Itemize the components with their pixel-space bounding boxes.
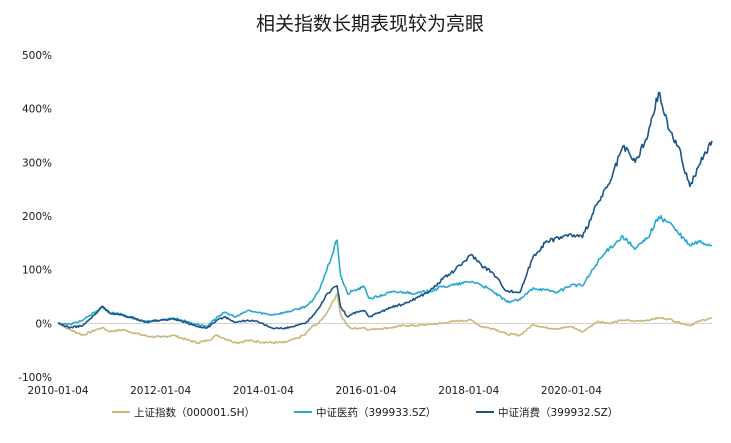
x-tick-label: 2020-01-04 [541, 385, 602, 397]
legend: 上证指数（000001.SH） 中证医药（399933.SZ） 中证消费（39993… [112, 406, 618, 419]
y-tick-label: 0% [35, 318, 52, 330]
x-tick-label: 2010-01-04 [27, 385, 88, 397]
y-tick-label: -100% [18, 372, 52, 384]
y-tick-label: 400% [22, 104, 52, 116]
x-axis-ticks: 2010-01-04 2012-01-04 2014-01-04 2016-01-04… [27, 385, 602, 397]
y-tick-label: 300% [22, 157, 52, 169]
legend-label: 中证医药（399933.SZ） [316, 406, 436, 419]
series-lines [57, 91, 713, 345]
legend-label: 中证消费（399932.SZ） [498, 406, 618, 419]
series-line-3 [57, 91, 713, 330]
x-tick-label: 2014-01-04 [233, 385, 294, 397]
y-tick-label: 100% [22, 265, 52, 277]
x-tick-label: 2018-01-04 [438, 385, 499, 397]
y-tick-label: 200% [22, 211, 52, 223]
legend-label: 上证指数（000001.SH） [134, 406, 255, 419]
y-tick-label: 500% [22, 50, 52, 62]
chart-title: 相关指数长期表现较为亮眼 [256, 13, 484, 35]
series-line-1 [57, 293, 713, 345]
x-tick-label: 2012-01-04 [130, 385, 191, 397]
x-tick-label: 2016-01-04 [336, 385, 397, 397]
y-axis-ticks: 500% 400% 300% 200% 100% 0% -100% [18, 50, 52, 384]
